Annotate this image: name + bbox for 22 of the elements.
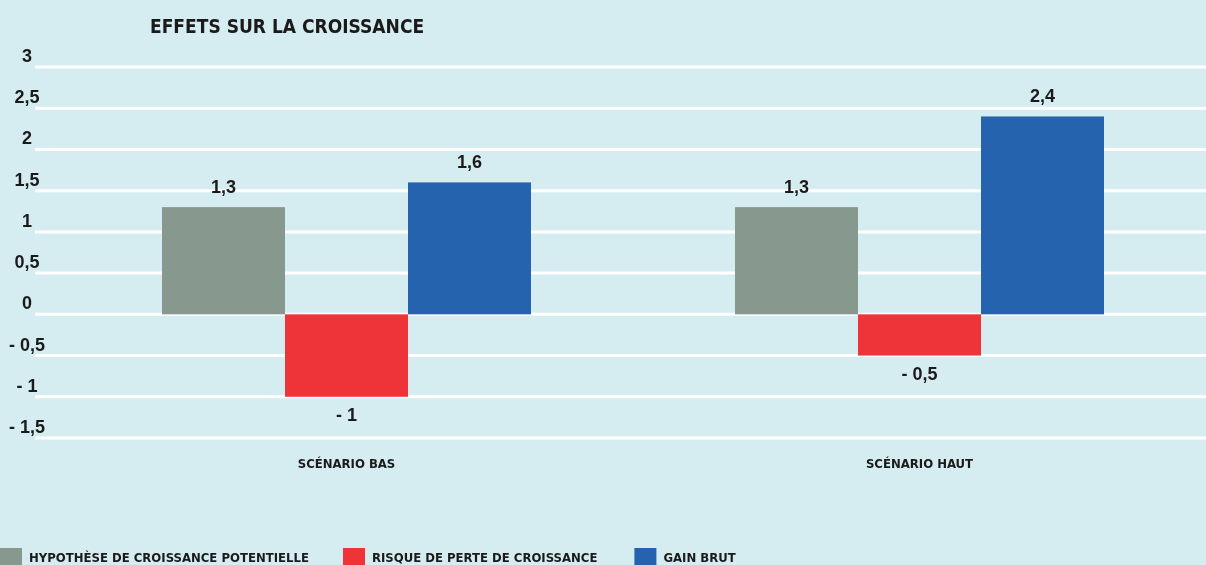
y-tick-label: 0 — [21, 293, 33, 314]
legend-label: RISQUE DE PERTE DE CROISSANCE — [372, 550, 598, 565]
legend-label: GAIN BRUT — [663, 550, 736, 565]
chart-title: EFFETS SUR LA CROISSANCE — [150, 15, 425, 37]
data-label: 1,3 — [783, 177, 810, 198]
y-tick-label: 3 — [21, 46, 33, 66]
data-label: 1,3 — [210, 177, 237, 198]
y-tick-label: 1 — [21, 210, 33, 231]
data-label: 2,4 — [1029, 86, 1056, 107]
legend-label: HYPOTHÈSE DE CROISSANCE POTENTIELLE — [29, 550, 309, 565]
y-tick-label: - 1 — [16, 375, 38, 396]
y-tick-label: - 0,5 — [8, 334, 46, 355]
data-label: 1,6 — [456, 152, 483, 173]
y-tick-label: 2,5 — [14, 87, 40, 108]
y-tick-label: 0,5 — [14, 252, 40, 273]
data-label: - 1 — [335, 404, 358, 425]
y-tick-label: - 1,5 — [8, 417, 46, 437]
y-tick-label: 2 — [21, 128, 33, 149]
y-tick-label: 1,5 — [14, 169, 40, 190]
data-label: - 0,5 — [901, 363, 938, 384]
x-tick-label: SCÉNARIO HAUT — [865, 456, 974, 471]
x-tick-label: SCÉNARIO BAS — [297, 456, 396, 471]
